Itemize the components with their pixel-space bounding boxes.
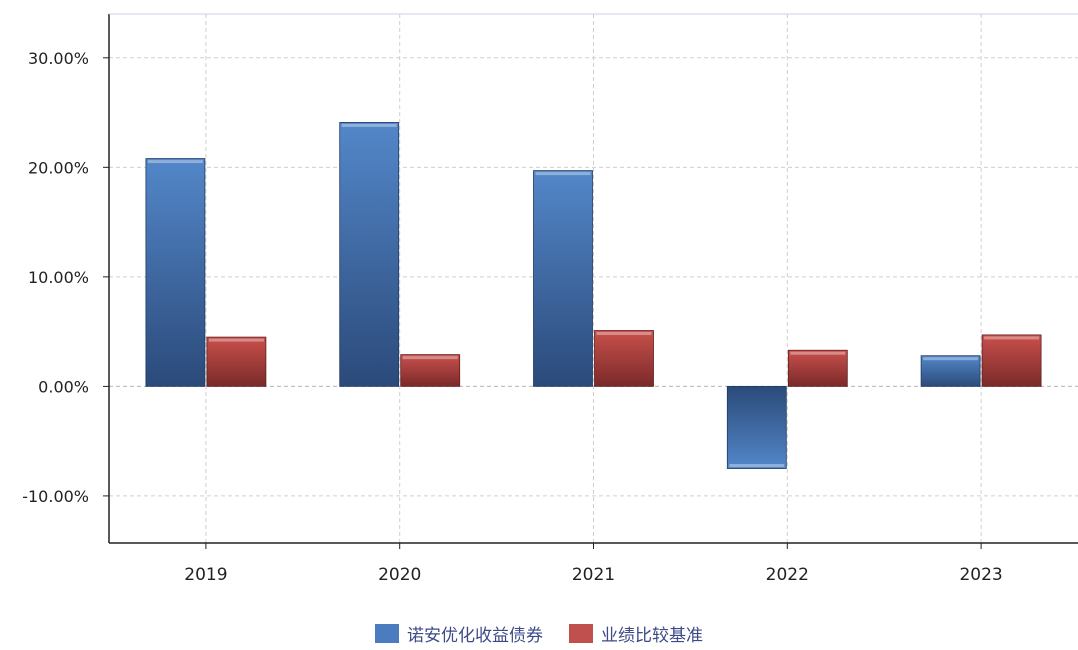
bar-series-1-2019[interactable] [206, 336, 267, 387]
x-tick-label: 2023 [959, 565, 1002, 585]
bar-highlight [729, 464, 785, 468]
bar-highlight [147, 160, 203, 164]
bar-series-0-2023[interactable] [920, 355, 981, 387]
y-tick-label: 20.00% [28, 158, 89, 177]
y-tick-label: 10.00% [28, 268, 89, 287]
legend-label-series-1: 业绩比较基准 [601, 625, 703, 646]
bar-highlight [984, 336, 1040, 340]
bar-series-0-2019[interactable] [145, 158, 206, 387]
legend-item-series-1[interactable]: 业绩比较基准 [569, 621, 703, 646]
bar-highlight [596, 332, 652, 336]
bar-highlight [341, 123, 397, 127]
bar-series-1-2023[interactable] [981, 334, 1042, 387]
bar-highlight [790, 351, 846, 355]
x-tick-label: 2019 [184, 565, 227, 585]
x-tick-label: 2022 [766, 565, 809, 585]
legend-label-series-0: 诺安优化收益债券 [407, 625, 543, 646]
bar-series-0-2020[interactable] [339, 122, 400, 387]
bar-series-1-2021[interactable] [594, 330, 654, 387]
y-tick-label: 0.00% [38, 377, 89, 396]
grid [109, 14, 1078, 543]
axes [103, 13, 1078, 549]
bar-highlight [208, 338, 264, 342]
legend-swatch-series-0 [375, 623, 399, 643]
y-tick-label: 30.00% [28, 49, 89, 68]
bar-highlight [535, 172, 591, 176]
legend-swatch-series-1 [569, 623, 593, 643]
bar-series-0-2021[interactable] [533, 170, 593, 387]
bar-series-1-2020[interactable] [400, 354, 461, 387]
legend: 诺安优化收益债券 业绩比较基准 [0, 618, 1078, 648]
bar-series-1-2022[interactable] [787, 349, 848, 387]
y-tick-label: -10.00% [22, 487, 89, 506]
x-tick-label: 2020 [378, 565, 421, 585]
bars [145, 122, 1042, 469]
bar-highlight [402, 356, 458, 360]
legend-item-series-0[interactable]: 诺安优化收益债券 [375, 621, 543, 646]
x-tick-label: 2021 [572, 565, 615, 585]
bar-series-0-2022[interactable] [726, 385, 787, 469]
tick-labels: -10.00% 0.00% 10.00% 20.00% 30.00% 2019 2020 20… [22, 49, 1003, 585]
bar-highlight [923, 357, 979, 361]
